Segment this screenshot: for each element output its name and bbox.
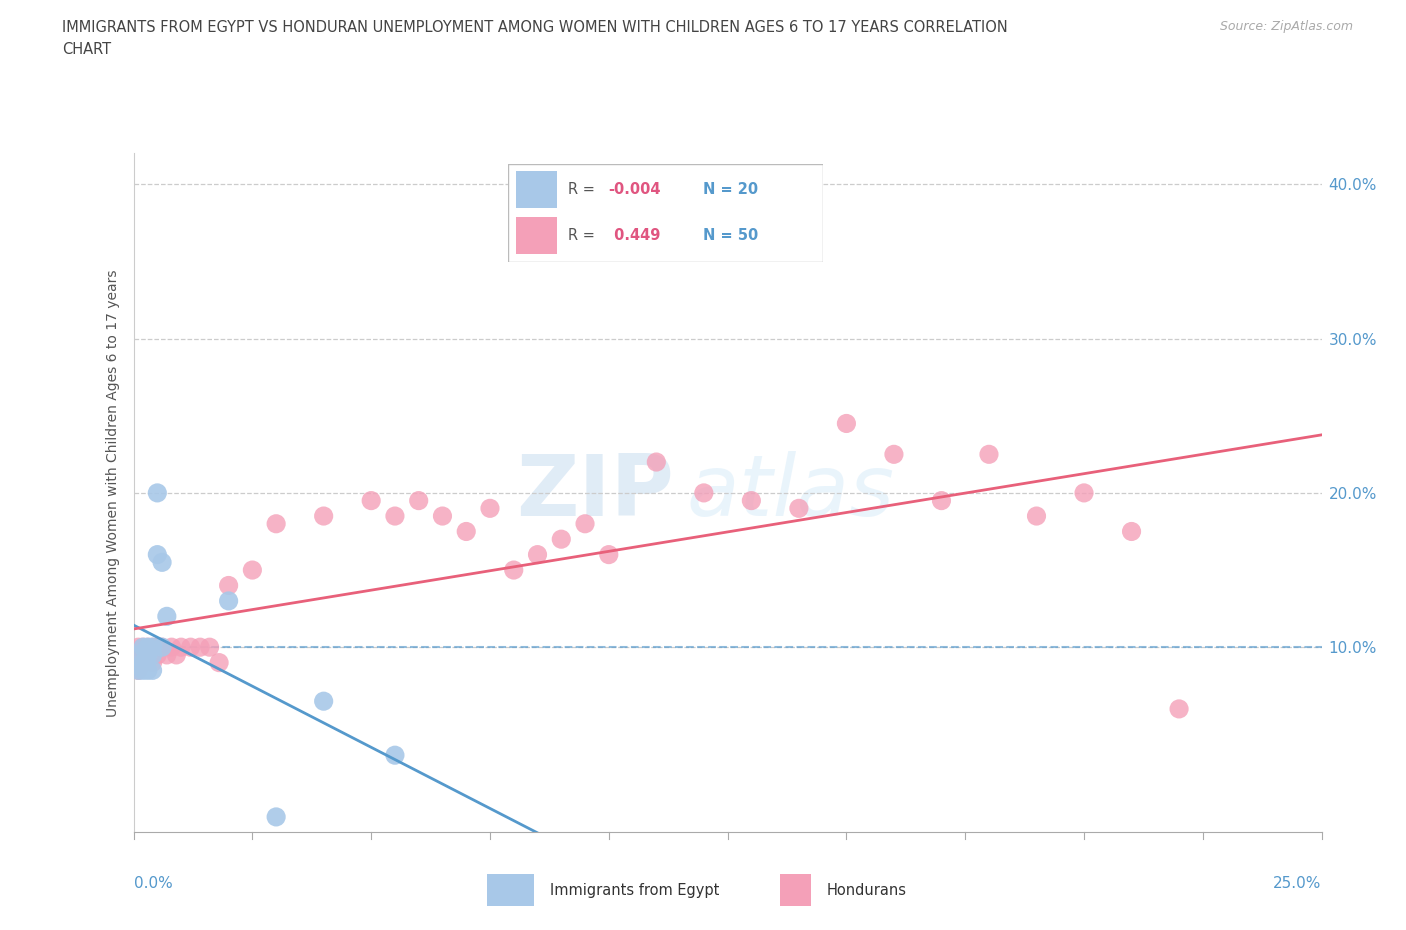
Text: ZIP: ZIP — [516, 451, 673, 535]
Point — [165, 647, 187, 662]
Point — [456, 524, 478, 538]
Point — [136, 647, 159, 662]
Point — [198, 640, 221, 655]
Point — [526, 547, 548, 562]
Point — [384, 748, 406, 763]
Point — [478, 501, 502, 516]
Point — [645, 455, 668, 470]
Point — [740, 493, 762, 508]
Point — [208, 656, 231, 671]
Point — [150, 640, 173, 655]
Point — [132, 640, 155, 655]
Point — [136, 647, 159, 662]
Point — [550, 532, 572, 547]
Point — [150, 640, 173, 655]
Point — [132, 656, 155, 671]
Point — [1168, 701, 1191, 716]
Point — [218, 593, 240, 608]
Point — [693, 485, 716, 500]
Point — [142, 647, 165, 662]
Point — [170, 640, 193, 655]
Point — [977, 447, 1000, 462]
Point — [127, 640, 149, 655]
Point — [432, 509, 454, 524]
Point — [127, 647, 149, 662]
Point — [132, 663, 155, 678]
Point — [883, 447, 905, 462]
Point — [360, 493, 382, 508]
Point — [136, 640, 159, 655]
Point — [136, 640, 159, 655]
Text: CHART: CHART — [62, 42, 111, 57]
Point — [180, 640, 202, 655]
Point — [142, 640, 165, 655]
Text: Source: ZipAtlas.com: Source: ZipAtlas.com — [1219, 20, 1353, 33]
Point — [264, 809, 287, 824]
Point — [218, 578, 240, 593]
Point — [1121, 524, 1143, 538]
Point — [156, 609, 179, 624]
Text: 25.0%: 25.0% — [1274, 876, 1322, 892]
Point — [188, 640, 211, 655]
Point — [312, 694, 335, 709]
Point — [146, 640, 169, 655]
Point — [156, 647, 179, 662]
Point — [132, 647, 155, 662]
Point — [264, 516, 287, 531]
Point — [787, 501, 810, 516]
Y-axis label: Unemployment Among Women with Children Ages 6 to 17 years: Unemployment Among Women with Children A… — [105, 269, 120, 717]
Point — [835, 416, 858, 431]
Point — [136, 647, 159, 662]
Point — [242, 563, 264, 578]
Point — [1025, 509, 1047, 524]
Point — [146, 547, 169, 562]
Text: IMMIGRANTS FROM EGYPT VS HONDURAN UNEMPLOYMENT AMONG WOMEN WITH CHILDREN AGES 6 : IMMIGRANTS FROM EGYPT VS HONDURAN UNEMPL… — [62, 20, 1008, 35]
Point — [142, 647, 165, 662]
Point — [574, 516, 596, 531]
Point — [132, 640, 155, 655]
Point — [931, 493, 953, 508]
Point — [142, 663, 165, 678]
Text: atlas: atlas — [686, 451, 894, 535]
Point — [1073, 485, 1095, 500]
Point — [132, 656, 155, 671]
Point — [502, 563, 524, 578]
Point — [160, 640, 183, 655]
Point — [127, 663, 149, 678]
Point — [142, 656, 165, 671]
Point — [127, 647, 149, 662]
Point — [408, 493, 430, 508]
Text: 0.0%: 0.0% — [134, 876, 173, 892]
Point — [598, 547, 620, 562]
Point — [142, 640, 165, 655]
Point — [127, 663, 149, 678]
Point — [312, 509, 335, 524]
Point — [146, 647, 169, 662]
Point — [136, 663, 159, 678]
Point — [384, 509, 406, 524]
Point — [150, 555, 173, 570]
Point — [146, 485, 169, 500]
